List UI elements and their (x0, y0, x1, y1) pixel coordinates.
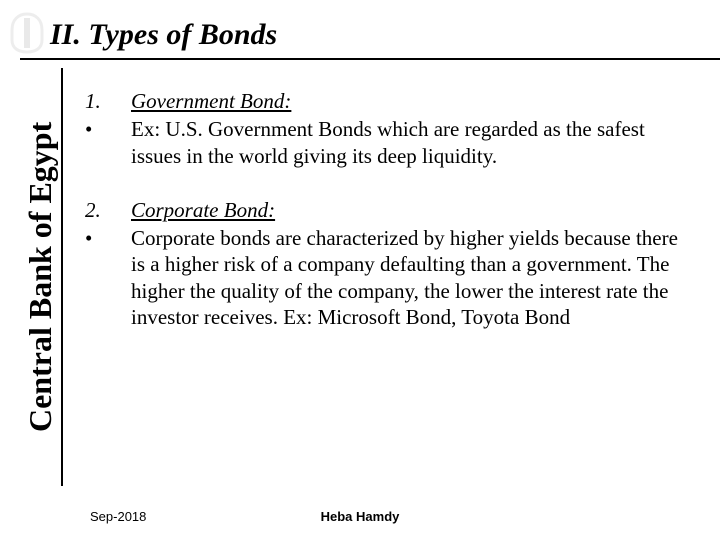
item-text: Ex: U.S. Government Bonds which are rega… (131, 116, 684, 169)
organization-name-vertical: Central Bank of Egypt (20, 68, 63, 486)
organization-logo (8, 12, 46, 54)
item-number: 1. (85, 89, 101, 113)
item-marker: 1. • (85, 88, 131, 169)
slide-footer: Sep-2018 Heba Hamdy (0, 509, 720, 524)
footer-author: Heba Hamdy (321, 509, 400, 524)
item-text: Corporate bonds are characterized by hig… (131, 225, 684, 330)
item-number: 2. (85, 198, 101, 222)
main-area: Central Bank of Egypt 1. • Government Bo… (48, 68, 700, 486)
item-marker: 2. • (85, 197, 131, 330)
item-bullet: • (85, 225, 131, 251)
list-item: 2. • Corporate Bond: Corporate bonds are… (85, 197, 684, 330)
item-heading: Corporate Bond: (131, 197, 684, 223)
slide-title: II. Types of Bonds (48, 18, 700, 52)
slide-container: II. Types of Bonds Central Bank of Egypt… (0, 0, 720, 540)
item-heading: Government Bond: (131, 88, 684, 114)
item-bullet: • (85, 116, 131, 142)
item-body: Government Bond: Ex: U.S. Government Bon… (131, 88, 684, 169)
content-body: 1. • Government Bond: Ex: U.S. Governmen… (63, 68, 700, 486)
title-rule (20, 58, 720, 60)
item-body: Corporate Bond: Corporate bonds are char… (131, 197, 684, 330)
footer-date: Sep-2018 (90, 509, 146, 524)
list-item: 1. • Government Bond: Ex: U.S. Governmen… (85, 88, 684, 169)
